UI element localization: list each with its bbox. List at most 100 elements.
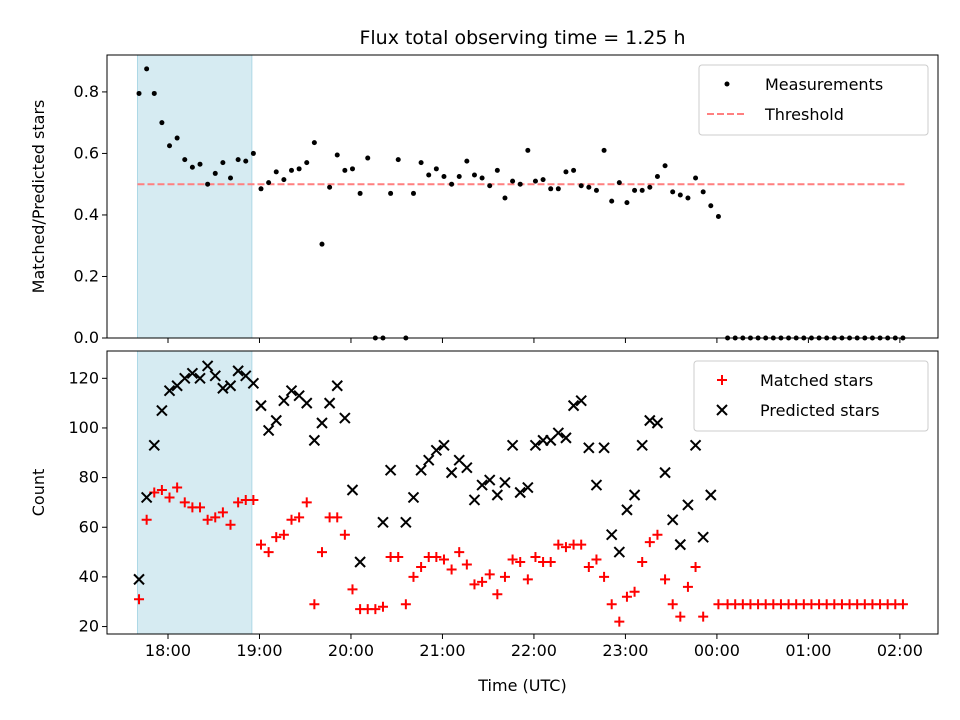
data-point [286, 514, 297, 525]
data-point [487, 183, 493, 189]
data-point [677, 192, 683, 198]
data-point [700, 189, 706, 195]
data-point [296, 166, 302, 172]
series-matched-stars [134, 482, 908, 627]
legend-box [693, 360, 929, 432]
legend-label: Matched stars [760, 371, 873, 390]
data-point [388, 190, 394, 196]
data-point [365, 155, 371, 161]
data-point [507, 554, 518, 565]
chart-title: Flux total observing time = 1.25 h [359, 27, 685, 49]
data-point [624, 200, 630, 206]
x-tick-label: 01:00 [785, 641, 831, 660]
data-point [334, 152, 340, 158]
data-point [494, 167, 500, 173]
bottom-panel: 20 40 60 80 100 120 18:00 19:00 20:00 21:00 22:00 2… [29, 350, 939, 695]
data-point [258, 186, 264, 192]
data-point [667, 599, 678, 610]
data-point [614, 616, 625, 627]
data-point [186, 367, 199, 380]
data-point [553, 539, 564, 550]
data-point [555, 186, 561, 192]
data-point [140, 491, 153, 504]
data-point [629, 586, 640, 597]
data-point [454, 547, 465, 558]
data-point [605, 528, 618, 541]
data-point [331, 380, 343, 392]
data-point [616, 180, 622, 186]
data-point [266, 180, 272, 186]
data-point [545, 557, 556, 568]
data-point [342, 167, 348, 173]
data-point [651, 417, 664, 429]
data-point [660, 574, 671, 585]
data-point [195, 502, 206, 513]
data-point [262, 424, 275, 437]
x-tick-label: 22:00 [511, 641, 557, 660]
data-point [377, 516, 389, 528]
data-point [492, 589, 503, 600]
data-point [693, 175, 699, 181]
data-point [141, 514, 152, 525]
data-point [423, 454, 435, 466]
y-tick-label: 0.8 [74, 82, 99, 101]
data-point [567, 399, 580, 412]
data-point [311, 140, 317, 146]
legend-box [698, 64, 929, 136]
data-point [377, 601, 388, 612]
data-point [628, 489, 641, 501]
data-point [522, 574, 533, 585]
data-point [476, 479, 488, 491]
data-point [552, 427, 565, 439]
data-point [347, 584, 358, 595]
data-point [400, 516, 412, 528]
legend-marker [724, 81, 730, 87]
data-point [446, 564, 457, 575]
data-point [601, 147, 607, 153]
data-point [332, 512, 343, 523]
data-point [659, 466, 671, 479]
data-point [654, 174, 660, 180]
data-point [499, 476, 511, 489]
data-point [418, 160, 424, 166]
data-point [666, 514, 679, 526]
x-axis-label: Time (UTC) [477, 676, 566, 695]
data-point [250, 150, 256, 156]
data-point [273, 169, 279, 175]
data-point [461, 461, 473, 474]
x-tick-label: 00:00 [694, 641, 740, 660]
legend: Measurements Threshold [698, 64, 929, 136]
y-tick-label: 0.2 [74, 266, 99, 285]
data-point [583, 561, 594, 572]
data-point [228, 175, 234, 181]
data-point [685, 195, 691, 201]
data-point [897, 599, 908, 610]
data-point [586, 184, 592, 190]
data-point [606, 599, 617, 610]
data-point [456, 174, 462, 180]
data-point [644, 414, 656, 427]
data-point [271, 532, 282, 543]
data-point [316, 547, 327, 558]
data-point [309, 599, 320, 610]
data-point [294, 512, 305, 523]
y-tick-label: 80 [79, 468, 99, 487]
data-point [370, 604, 381, 615]
data-point [593, 187, 599, 193]
y-tick-label: 100 [68, 418, 99, 437]
data-point [540, 177, 546, 183]
series-measurements [136, 66, 906, 341]
legend-label: Threshold [764, 105, 844, 124]
data-point [514, 486, 526, 499]
data-point [644, 537, 655, 548]
data-point [502, 195, 508, 201]
data-point [578, 183, 584, 189]
data-point [182, 157, 188, 163]
data-point [316, 417, 328, 429]
data-point [560, 432, 572, 444]
data-point [133, 573, 145, 586]
data-point [632, 187, 638, 193]
data-point [179, 497, 190, 508]
data-point [713, 599, 724, 610]
x-tick-label: 19:00 [236, 641, 282, 660]
